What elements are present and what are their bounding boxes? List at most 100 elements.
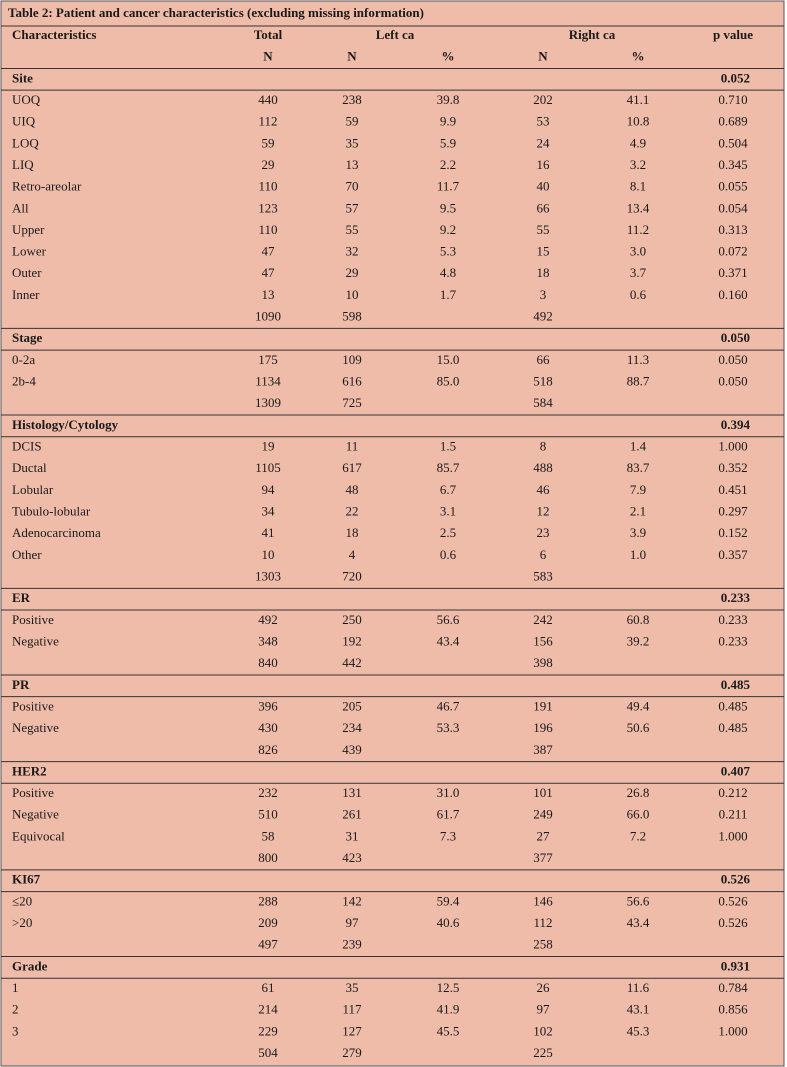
column-header: Total bbox=[254, 27, 283, 42]
cell: 0.233 bbox=[718, 612, 747, 627]
cell: 13.4 bbox=[627, 200, 650, 215]
cell: 492 bbox=[258, 612, 278, 627]
row-label: Negative bbox=[12, 720, 59, 735]
row-label: Retro-areolar bbox=[12, 179, 82, 194]
row-label: 0-2a bbox=[12, 352, 35, 367]
cell: 0.6 bbox=[440, 547, 457, 562]
cell: 205 bbox=[342, 698, 362, 713]
total-cell: 1090 bbox=[255, 309, 281, 324]
cell: 0.451 bbox=[718, 482, 747, 497]
cell: 83.7 bbox=[627, 460, 650, 475]
cell: 0.784 bbox=[718, 980, 748, 995]
cell: 430 bbox=[258, 720, 278, 735]
cell: 288 bbox=[258, 893, 278, 908]
row-label: 3 bbox=[12, 1023, 19, 1038]
cell: 202 bbox=[533, 92, 553, 107]
row-label: LOQ bbox=[12, 135, 39, 150]
row-label: Upper bbox=[12, 222, 45, 237]
cell: 7.9 bbox=[630, 482, 646, 497]
cell: 9.2 bbox=[440, 222, 456, 237]
cell: 59 bbox=[262, 135, 275, 150]
cell: 131 bbox=[342, 785, 362, 800]
row-label: Positive bbox=[12, 698, 54, 713]
cell: 142 bbox=[342, 893, 362, 908]
cell: 31.0 bbox=[437, 785, 460, 800]
cell: 3 bbox=[540, 287, 547, 302]
total-cell: 377 bbox=[533, 850, 553, 865]
row-label: 2 bbox=[12, 1002, 19, 1017]
cell: 3.0 bbox=[630, 244, 646, 259]
cell: 41 bbox=[262, 525, 275, 540]
cell: 6.7 bbox=[440, 482, 457, 497]
column-subheader: % bbox=[632, 49, 645, 64]
column-subheader: N bbox=[347, 49, 357, 64]
column-header: Left ca bbox=[376, 27, 415, 42]
cell: 0.233 bbox=[718, 633, 747, 648]
cell: 488 bbox=[533, 460, 553, 475]
column-header: Characteristics bbox=[12, 27, 96, 42]
row-label: Adenocarcinoma bbox=[12, 525, 101, 540]
cell: 45.5 bbox=[437, 1023, 460, 1038]
cell: 97 bbox=[346, 915, 360, 930]
cell: 0.055 bbox=[718, 179, 747, 194]
column-header: Right ca bbox=[569, 27, 616, 42]
cell: 8 bbox=[540, 439, 547, 454]
cell: 11.6 bbox=[627, 980, 650, 995]
row-label: Lobular bbox=[12, 482, 54, 497]
total-cell: 497 bbox=[258, 937, 278, 952]
cell: 0.072 bbox=[718, 244, 747, 259]
cell: 250 bbox=[342, 612, 362, 627]
cell: 2.1 bbox=[630, 504, 646, 519]
cell: 242 bbox=[533, 612, 553, 627]
cell: 0.211 bbox=[719, 807, 748, 822]
cell: 85.0 bbox=[437, 374, 460, 389]
cell: 191 bbox=[533, 698, 553, 713]
cell: 510 bbox=[258, 807, 278, 822]
row-label: Lower bbox=[12, 244, 47, 259]
cell: 101 bbox=[533, 785, 553, 800]
cell: 88.7 bbox=[627, 374, 650, 389]
cell: 57 bbox=[346, 200, 360, 215]
cell: 11.7 bbox=[437, 179, 460, 194]
row-label: ≤20 bbox=[12, 893, 32, 908]
cell: 261 bbox=[342, 807, 362, 822]
section-name: Histology/Cytology bbox=[12, 417, 119, 432]
cell: 0.054 bbox=[718, 200, 748, 215]
cell: 41.1 bbox=[627, 92, 650, 107]
total-cell: 725 bbox=[342, 395, 362, 410]
cell: 0.313 bbox=[718, 222, 747, 237]
section-name: Site bbox=[12, 70, 33, 85]
cell: 55 bbox=[537, 222, 550, 237]
cell: 1105 bbox=[255, 460, 281, 475]
cell: 13 bbox=[262, 287, 275, 302]
cell: 102 bbox=[533, 1023, 553, 1038]
cell: 214 bbox=[258, 1002, 278, 1017]
cell: 0.6 bbox=[630, 287, 647, 302]
cell: 43.1 bbox=[627, 1002, 650, 1017]
cell: 0.357 bbox=[718, 547, 748, 562]
total-cell: 239 bbox=[342, 937, 362, 952]
cell: 0.856 bbox=[718, 1002, 748, 1017]
cell: 31 bbox=[346, 828, 359, 843]
cell: 41.9 bbox=[437, 1002, 460, 1017]
row-label: Ductal bbox=[12, 460, 47, 475]
cell: 66 bbox=[537, 352, 551, 367]
cell: 156 bbox=[533, 633, 553, 648]
cell: 24 bbox=[537, 135, 551, 150]
row-label: DCIS bbox=[12, 439, 42, 454]
cell: 0.526 bbox=[718, 893, 748, 908]
cell: 6 bbox=[540, 547, 547, 562]
cell: 1.000 bbox=[718, 439, 747, 454]
row-label: UOQ bbox=[12, 92, 41, 107]
column-subheader: N bbox=[538, 49, 548, 64]
cell: 10 bbox=[346, 287, 359, 302]
cell: 348 bbox=[258, 633, 278, 648]
cell: 396 bbox=[258, 698, 278, 713]
total-cell: 423 bbox=[342, 850, 362, 865]
cell: 47 bbox=[262, 265, 276, 280]
cell: 0.485 bbox=[718, 698, 747, 713]
cell: 22 bbox=[346, 504, 359, 519]
cell: 7.2 bbox=[630, 828, 646, 843]
cell: 53.3 bbox=[437, 720, 460, 735]
